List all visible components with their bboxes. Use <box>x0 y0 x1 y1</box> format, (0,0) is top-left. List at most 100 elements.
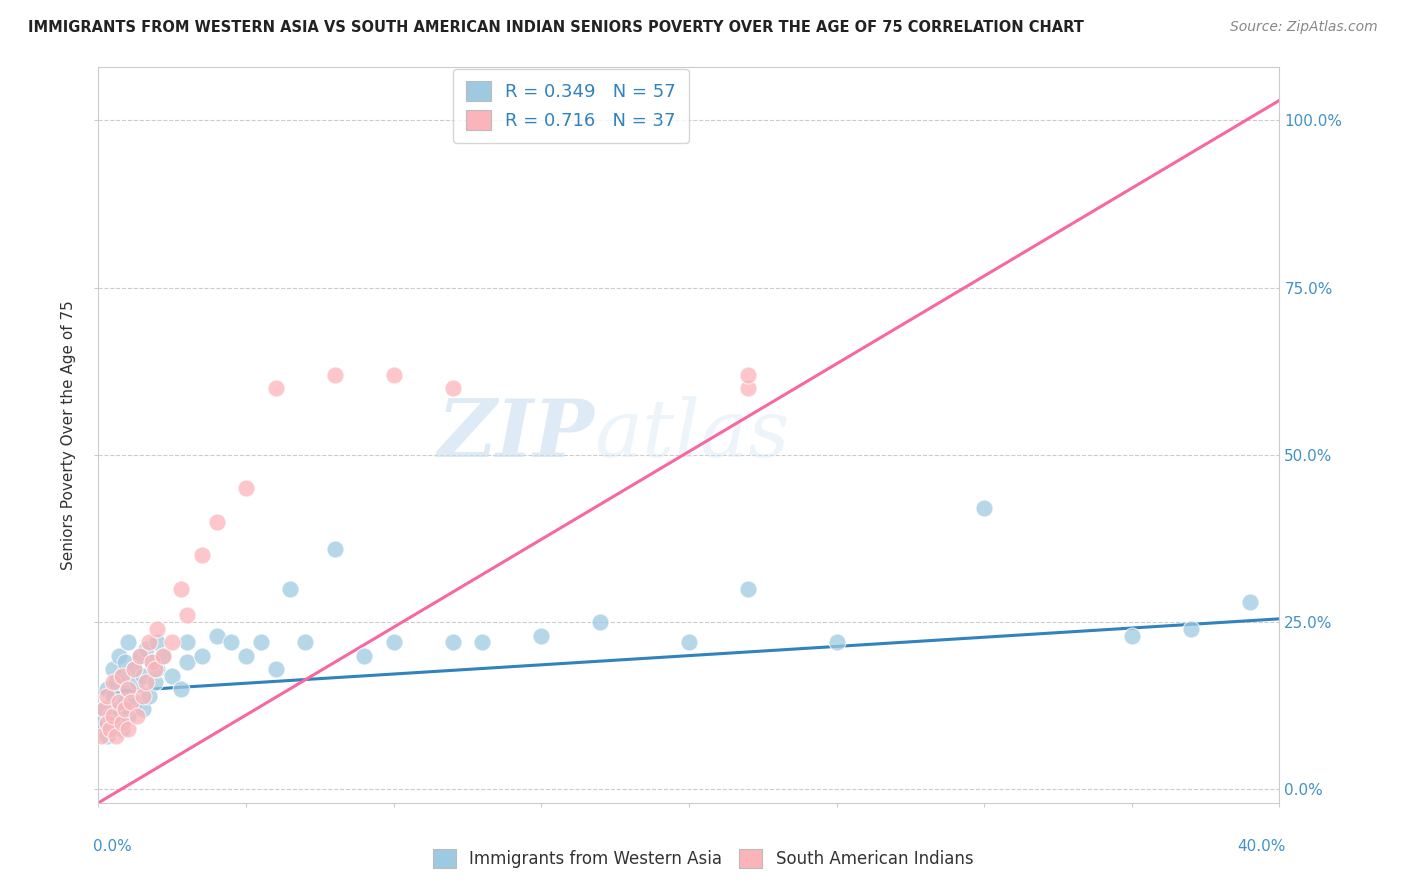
Point <box>135 642 157 657</box>
Point <box>125 708 148 723</box>
Point <box>117 708 139 723</box>
Point <box>162 635 183 649</box>
Point <box>90 715 112 730</box>
Point <box>441 635 464 649</box>
Point <box>117 681 139 696</box>
Point <box>471 635 494 649</box>
Point <box>280 582 302 596</box>
Point <box>98 708 121 723</box>
Point <box>191 548 214 563</box>
Point <box>138 635 160 649</box>
Point <box>382 368 405 382</box>
Point <box>108 648 131 663</box>
Point <box>114 702 136 716</box>
Legend: R = 0.349   N = 57, R = 0.716   N = 37: R = 0.349 N = 57, R = 0.716 N = 37 <box>453 69 689 143</box>
Text: 40.0%: 40.0% <box>1237 838 1285 854</box>
Point <box>138 689 160 703</box>
Point <box>128 648 150 663</box>
Point <box>294 635 316 649</box>
Text: IMMIGRANTS FROM WESTERN ASIA VS SOUTH AMERICAN INDIAN SENIORS POVERTY OVER THE A: IMMIGRANTS FROM WESTERN ASIA VS SOUTH AM… <box>28 20 1084 35</box>
Point <box>120 696 142 710</box>
Point <box>1121 628 1143 642</box>
Point <box>111 669 134 683</box>
Point <box>143 662 166 676</box>
Point <box>117 723 139 737</box>
Point <box>176 608 198 623</box>
Point <box>132 669 155 683</box>
Point <box>221 635 243 649</box>
Point <box>825 635 848 649</box>
Point <box>122 696 145 710</box>
Point <box>382 635 405 649</box>
Point <box>103 708 125 723</box>
Point <box>152 648 174 663</box>
Text: ZIP: ZIP <box>437 396 595 474</box>
Point <box>264 662 287 676</box>
Point <box>93 702 115 716</box>
Point <box>530 628 553 642</box>
Point <box>96 715 118 730</box>
Point <box>105 729 128 743</box>
Legend: Immigrants from Western Asia, South American Indians: Immigrants from Western Asia, South Amer… <box>426 843 980 875</box>
Point <box>353 648 375 663</box>
Point <box>111 669 134 683</box>
Point <box>111 715 134 730</box>
Point <box>146 662 169 676</box>
Point <box>96 681 118 696</box>
Point <box>132 689 155 703</box>
Point <box>143 675 166 690</box>
Point <box>1239 595 1261 609</box>
Point <box>1180 622 1202 636</box>
Point <box>162 669 183 683</box>
Point <box>103 675 125 690</box>
Point <box>117 635 139 649</box>
Point <box>250 635 273 649</box>
Point <box>323 541 346 556</box>
Text: atlas: atlas <box>595 396 790 474</box>
Point <box>103 689 125 703</box>
Point <box>103 662 125 676</box>
Point <box>146 622 169 636</box>
Point <box>105 675 128 690</box>
Point <box>111 723 134 737</box>
Point <box>235 481 257 495</box>
Point <box>205 628 228 642</box>
Point <box>973 501 995 516</box>
Text: Source: ZipAtlas.com: Source: ZipAtlas.com <box>1230 20 1378 34</box>
Point <box>128 648 150 663</box>
Point <box>176 655 198 669</box>
Point <box>135 675 157 690</box>
Point <box>205 515 228 529</box>
Point <box>96 729 118 743</box>
Point <box>264 381 287 395</box>
Y-axis label: Seniors Poverty Over the Age of 75: Seniors Poverty Over the Age of 75 <box>60 300 76 570</box>
Point <box>90 729 112 743</box>
Point <box>117 681 139 696</box>
Point <box>98 723 121 737</box>
Point <box>108 696 131 710</box>
Point <box>235 648 257 663</box>
Point <box>152 648 174 663</box>
Point <box>176 635 198 649</box>
Point <box>678 635 700 649</box>
Point <box>122 662 145 676</box>
Point <box>122 662 145 676</box>
Point <box>737 582 759 596</box>
Point <box>141 655 163 669</box>
Point <box>589 615 612 630</box>
Point <box>114 696 136 710</box>
Point <box>125 675 148 690</box>
Point <box>737 368 759 382</box>
Point <box>108 702 131 716</box>
Point <box>96 689 118 703</box>
Point <box>132 702 155 716</box>
Point <box>323 368 346 382</box>
Point <box>141 655 163 669</box>
Point <box>737 381 759 395</box>
Point <box>441 381 464 395</box>
Point <box>105 715 128 730</box>
Point <box>191 648 214 663</box>
Point <box>93 702 115 716</box>
Point <box>170 582 193 596</box>
Text: 0.0%: 0.0% <box>93 838 131 854</box>
